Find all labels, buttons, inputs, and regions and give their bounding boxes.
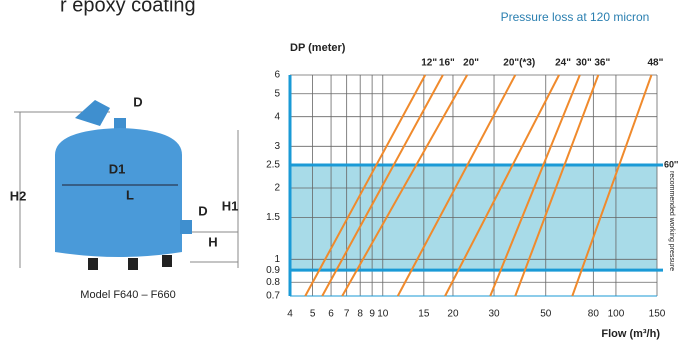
dim-label: H1 — [222, 198, 239, 213]
series-label: 24" — [555, 58, 571, 69]
dim-label: D — [133, 94, 142, 109]
series-label: 12" — [421, 58, 437, 69]
flow-line — [321, 74, 444, 297]
y-tick-label: 3 — [274, 141, 280, 152]
y-tick-label: 1.5 — [266, 212, 280, 223]
dim-label: D — [198, 203, 207, 218]
y-tick-label: 0.8 — [266, 277, 280, 288]
caption: Model F640 – F660 — [80, 289, 175, 301]
y-tick-label: 5 — [274, 88, 280, 99]
dim-label: H — [208, 234, 217, 249]
series-label: 30" — [576, 58, 592, 69]
chart-title: Pressure loss at 120 micron — [501, 10, 650, 24]
y-tick-label: 6 — [274, 70, 280, 81]
y-tick-label: 0.7 — [266, 291, 280, 302]
x-tick-label: 6 — [328, 309, 334, 320]
series-label: 16" — [439, 58, 455, 69]
flow-line — [304, 74, 427, 297]
flow-line — [571, 74, 653, 297]
x-tick-label: 7 — [344, 309, 350, 320]
x-axis-title: Flow (m³/h) — [601, 328, 660, 340]
flow-line — [514, 74, 600, 297]
series-label: 48" — [648, 58, 664, 69]
flow-line — [444, 74, 560, 297]
flow-line — [489, 74, 581, 297]
dim-label: L — [126, 187, 134, 202]
series-label: 36" — [594, 58, 610, 69]
series-label: 20" — [463, 58, 479, 69]
y-tick-label: 1 — [274, 254, 280, 265]
x-tick-label: 4 — [287, 309, 293, 320]
y-tick-label: 2 — [274, 183, 280, 194]
y-tick-label: 4 — [274, 111, 280, 122]
y-tick-label: 0.9 — [266, 265, 280, 276]
dim-label: H2 — [10, 188, 27, 203]
annotation: 60'' — [664, 159, 678, 169]
x-tick-label: 100 — [608, 309, 625, 320]
flow-line — [396, 74, 517, 297]
y-axis-title: DP (meter) — [290, 42, 346, 54]
annotation: recommended working pressure — [668, 171, 675, 271]
y-tick-label: 2.5 — [266, 160, 280, 171]
series-label: 20"(*3) — [503, 58, 535, 69]
x-tick-label: 5 — [310, 309, 316, 320]
x-tick-label: 8 — [357, 309, 363, 320]
x-tick-label: 50 — [540, 309, 552, 320]
x-tick-label: 20 — [447, 309, 459, 320]
x-tick-label: 80 — [588, 309, 600, 320]
x-tick-label: 15 — [418, 309, 430, 320]
tank-diagram: D D1 L D H2 H1 H Model F640 – F660 — [10, 94, 239, 301]
x-tick-label: 150 — [649, 309, 666, 320]
flow-line — [341, 74, 468, 297]
dim-label: D1 — [109, 161, 126, 176]
x-tick-label: 9 — [369, 309, 375, 320]
x-tick-label: 30 — [488, 309, 500, 320]
cut-text: r epoxy coating — [60, 0, 196, 16]
x-tick-label: 10 — [377, 309, 389, 320]
